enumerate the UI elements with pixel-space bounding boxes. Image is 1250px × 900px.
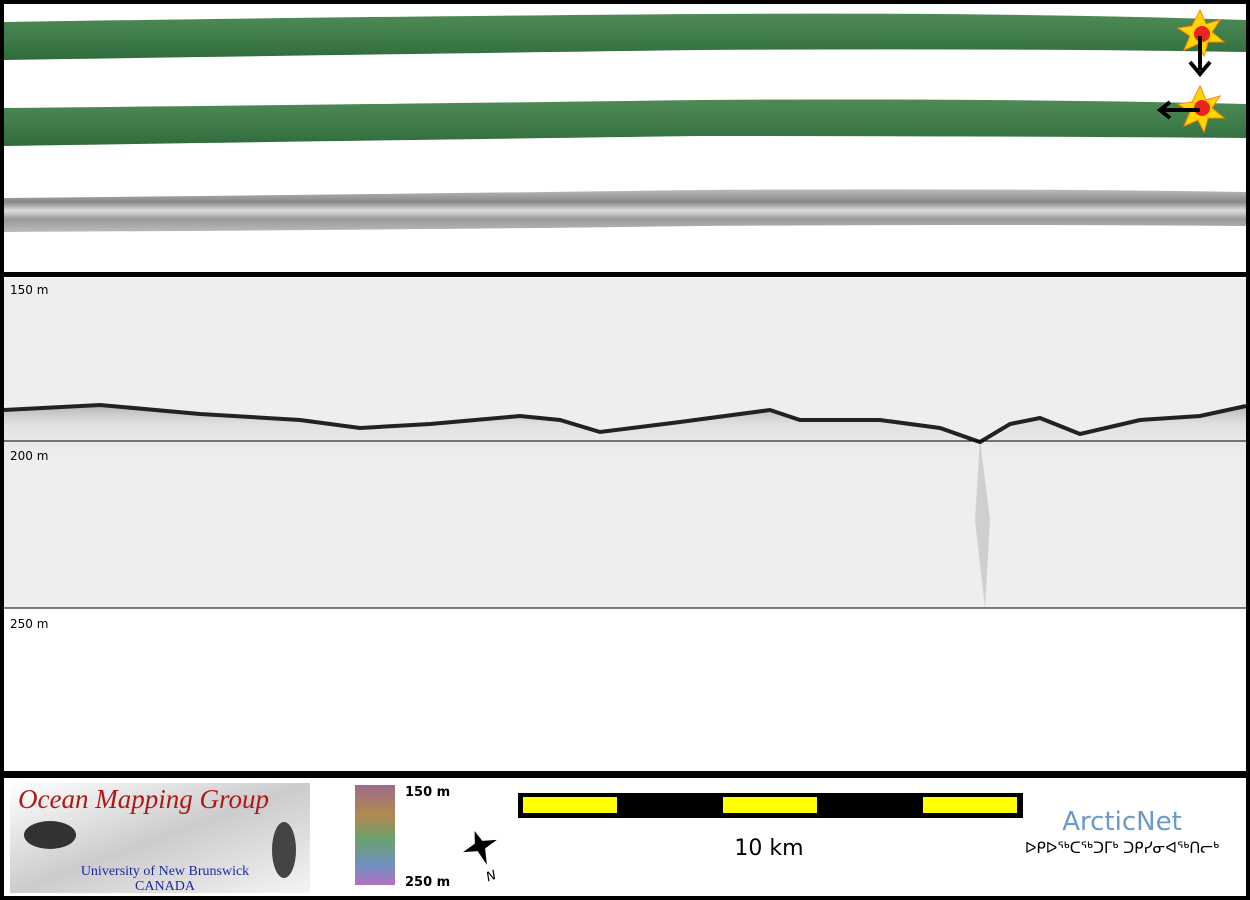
logo-title: Ocean Mapping Group bbox=[18, 784, 269, 814]
end-marker bbox=[1176, 84, 1226, 134]
partner-syllabics: ᐅᑭᐅᖅᑕᖅᑐᒥᒃ ᑐᑭᓯᓂᐊᖅᑎᓕᒃ bbox=[1025, 839, 1219, 857]
colorbar bbox=[355, 785, 395, 885]
scale-segment bbox=[523, 797, 617, 813]
scale-segment bbox=[723, 797, 817, 813]
depth-label: 200 m bbox=[10, 449, 48, 463]
partner-name: ArcticNet bbox=[1062, 807, 1182, 837]
logo-graphic bbox=[272, 822, 296, 878]
logo-country: CANADA bbox=[135, 879, 196, 894]
swath bbox=[4, 99, 1246, 146]
sidescan-swath bbox=[4, 189, 1246, 232]
scale-label: 10 km bbox=[734, 836, 803, 861]
logo-graphic bbox=[24, 821, 76, 849]
swath bbox=[4, 13, 1246, 61]
scale-segment bbox=[923, 797, 1017, 813]
colorbar-label: 250 m bbox=[405, 875, 450, 890]
subbottom bbox=[4, 405, 1246, 470]
direction-arrow bbox=[1188, 36, 1212, 78]
subbottom bbox=[975, 440, 990, 608]
seafloor bbox=[3, 402, 1247, 445]
logo-university: University of New Brunswick bbox=[81, 864, 249, 879]
depth-label: 250 m bbox=[10, 617, 48, 631]
compass bbox=[463, 830, 497, 865]
depth-label: 150 m bbox=[10, 283, 48, 297]
direction-arrow bbox=[1156, 100, 1200, 120]
colorbar-label: 150 m bbox=[405, 785, 450, 800]
